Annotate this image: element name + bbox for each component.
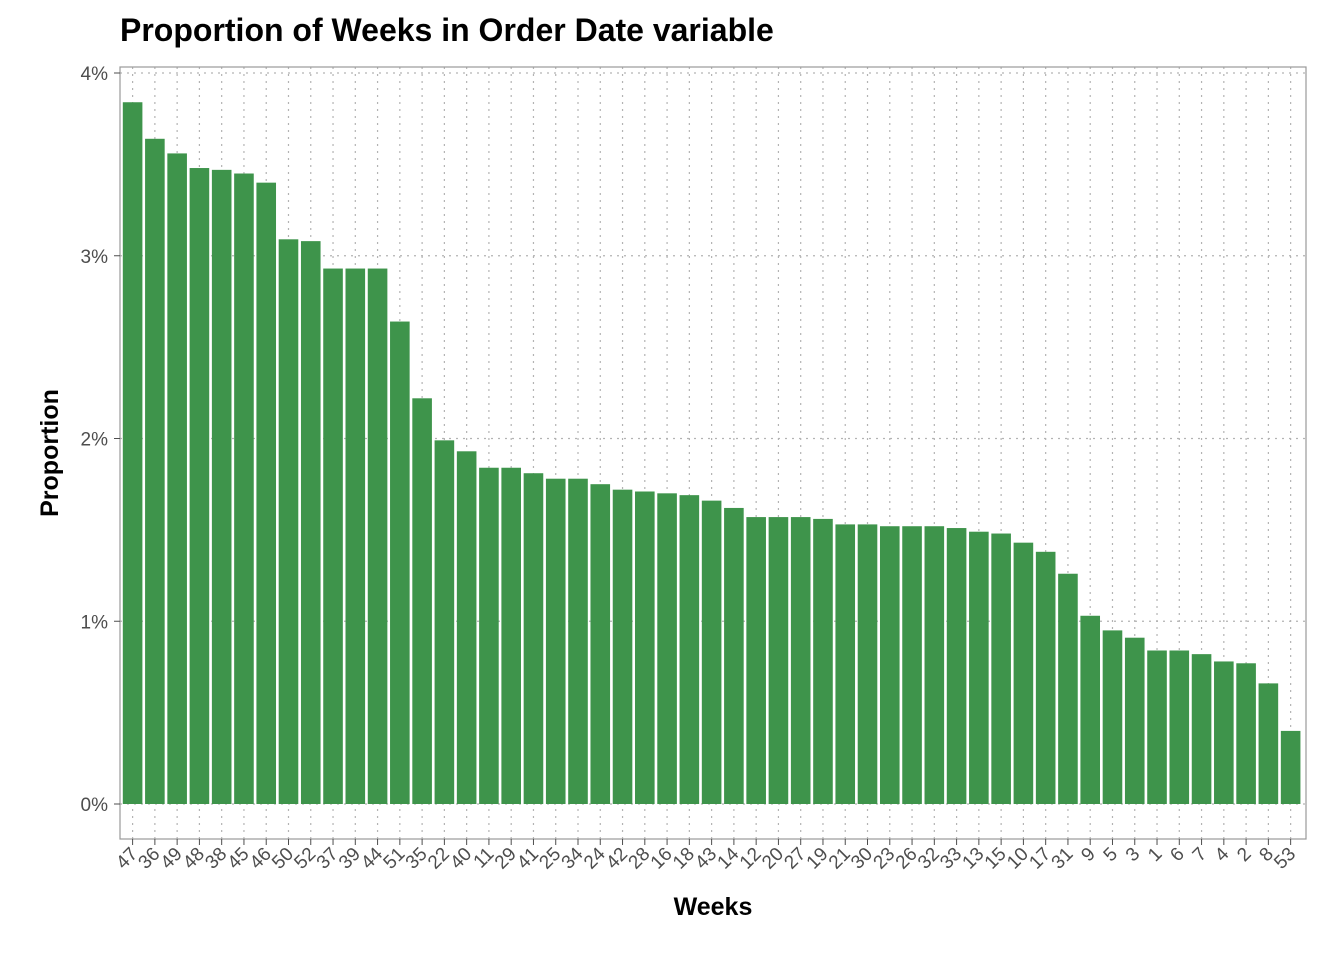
bar bbox=[1147, 650, 1167, 804]
bar bbox=[1214, 661, 1234, 804]
bar bbox=[857, 524, 878, 804]
bar bbox=[367, 268, 388, 805]
bars bbox=[122, 102, 1301, 805]
bar bbox=[679, 495, 700, 804]
x-axis-ticks: 4736494838454650523739445135224011294125… bbox=[112, 839, 1300, 873]
bar bbox=[211, 169, 232, 805]
bar bbox=[835, 524, 856, 804]
bar bbox=[189, 168, 210, 804]
x-tick-label: 7 bbox=[1189, 844, 1211, 866]
x-tick-label: 2 bbox=[1233, 844, 1255, 866]
x-tick-label: 4 bbox=[1211, 843, 1234, 866]
x-tick-label: 6 bbox=[1166, 844, 1188, 866]
bar bbox=[1124, 637, 1145, 804]
bar bbox=[902, 526, 922, 804]
bar bbox=[523, 473, 544, 804]
bar bbox=[479, 467, 499, 804]
bar bbox=[1280, 730, 1301, 804]
bar bbox=[1080, 615, 1101, 804]
chart-title: Proportion of Weeks in Order Date variab… bbox=[120, 12, 774, 48]
y-tick-label: 4% bbox=[81, 64, 109, 85]
bar bbox=[434, 440, 455, 804]
bar bbox=[657, 493, 677, 804]
bar bbox=[345, 268, 366, 805]
x-axis-title: Weeks bbox=[674, 893, 753, 921]
bar bbox=[813, 518, 833, 804]
y-tick-label: 3% bbox=[81, 247, 109, 268]
panel-border bbox=[119, 66, 1307, 840]
bar bbox=[746, 517, 766, 804]
bar bbox=[1035, 551, 1056, 804]
bar bbox=[501, 467, 521, 804]
bar bbox=[234, 173, 254, 804]
x-tick-label: 1 bbox=[1144, 844, 1166, 866]
bar bbox=[323, 268, 343, 805]
y-tick-label: 1% bbox=[81, 612, 109, 633]
y-axis-title: Proportion bbox=[36, 389, 64, 517]
bar bbox=[1058, 573, 1078, 804]
bar bbox=[991, 533, 1011, 804]
bar bbox=[167, 153, 187, 804]
bar bbox=[590, 484, 611, 804]
bar bbox=[1258, 683, 1279, 804]
bar bbox=[545, 478, 566, 804]
x-tick-label: 3 bbox=[1122, 844, 1144, 866]
bar bbox=[946, 528, 967, 804]
bar bbox=[768, 517, 789, 804]
y-tick-label: 0% bbox=[81, 795, 109, 816]
x-tick-label: 5 bbox=[1100, 844, 1122, 866]
bar bbox=[145, 138, 165, 805]
bar bbox=[1102, 630, 1123, 804]
bar bbox=[568, 478, 588, 804]
y-tick-label: 2% bbox=[81, 430, 109, 451]
x-tick-label: 9 bbox=[1077, 844, 1099, 866]
bar bbox=[724, 507, 744, 804]
bar bbox=[879, 526, 900, 804]
x-tick-label: 31 bbox=[1048, 844, 1078, 874]
bar bbox=[1191, 654, 1212, 804]
bar bbox=[122, 102, 143, 805]
bar bbox=[924, 526, 945, 804]
bar bbox=[1169, 650, 1190, 804]
y-axis-ticks: 0% 1% 2% 3% 4% bbox=[81, 64, 120, 816]
bar bbox=[635, 491, 655, 804]
bar bbox=[1236, 663, 1256, 804]
bar bbox=[701, 500, 722, 804]
bar bbox=[256, 182, 277, 804]
bar bbox=[300, 241, 321, 804]
bar bbox=[278, 239, 299, 805]
bar bbox=[412, 398, 432, 804]
x-tick-label: 53 bbox=[1270, 844, 1300, 874]
bar bbox=[1013, 542, 1034, 804]
bar bbox=[612, 489, 633, 804]
bar bbox=[456, 451, 477, 804]
bar bbox=[390, 321, 410, 804]
bar bbox=[969, 531, 989, 804]
bar bbox=[790, 517, 811, 804]
